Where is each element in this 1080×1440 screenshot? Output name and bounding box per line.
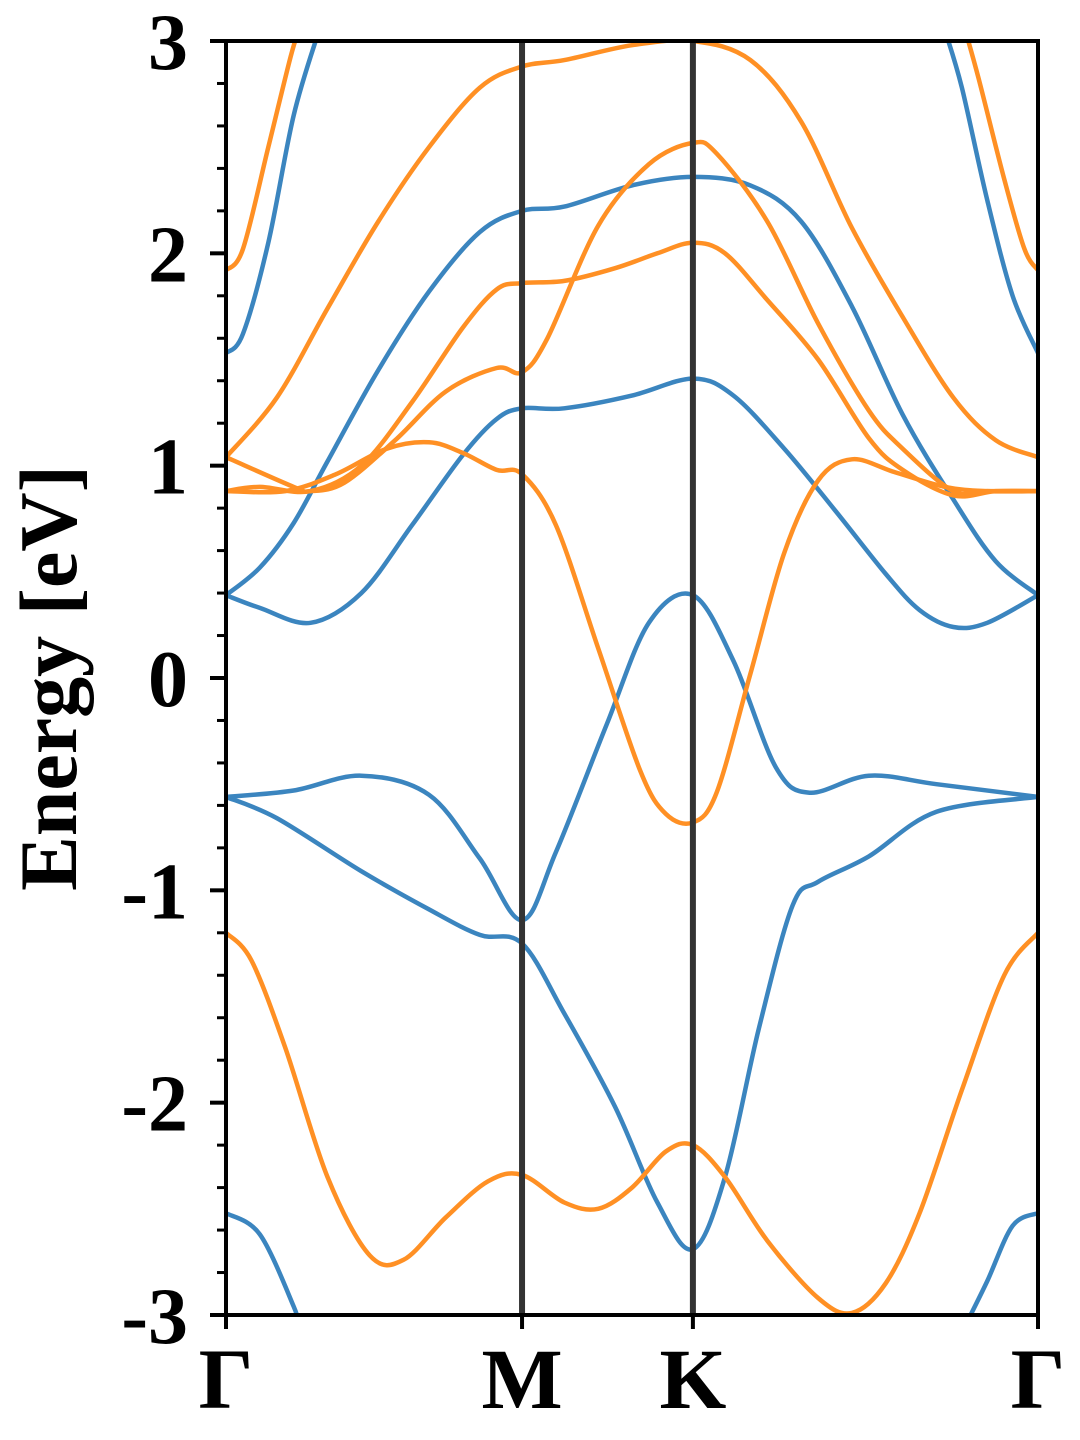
y-tick-label: 2 <box>148 211 188 299</box>
blue-band-line <box>226 376 1038 631</box>
blue-band-line <box>226 174 1038 598</box>
orange-band-line <box>965 41 1038 273</box>
y-tick-label: 1 <box>148 424 188 512</box>
orange-band-line <box>226 240 1038 499</box>
orange-band-line <box>226 139 1038 497</box>
blue-band-line <box>968 1210 1038 1315</box>
plot-frame <box>224 39 1040 1317</box>
blue-band-line <box>226 794 1038 1252</box>
y-tick-label: 0 <box>148 636 188 724</box>
x-tick-label: Γ <box>1011 1331 1066 1427</box>
blue-band-line <box>945 41 1038 356</box>
x-tick-label: Γ <box>199 1331 254 1427</box>
orange-band-line <box>226 930 1038 1315</box>
y-tick-label: -3 <box>121 1273 188 1361</box>
x-major-ticks <box>224 1315 1040 1329</box>
orange-band-line <box>226 41 1038 460</box>
blue-band-line <box>226 41 319 356</box>
y-tick-labels: 3 2 1 0 -1 -2 -3 <box>121 0 188 1361</box>
blue-band-line <box>226 591 1038 923</box>
orange-band-line <box>226 439 1038 826</box>
y-tick-label: -1 <box>121 848 188 936</box>
band-lines <box>226 41 1038 1315</box>
y-tick-label: -2 <box>121 1061 188 1149</box>
blue-band-line <box>226 1210 300 1315</box>
y-tick-label: 3 <box>148 0 188 87</box>
x-tick-label: K <box>659 1331 726 1427</box>
y-axis-label: Energy [eV] <box>3 465 94 891</box>
y-major-ticks <box>210 39 226 1317</box>
high-symmetry-lines <box>519 41 696 1315</box>
orange-band-line <box>226 41 298 273</box>
x-tick-label: M <box>481 1331 562 1427</box>
